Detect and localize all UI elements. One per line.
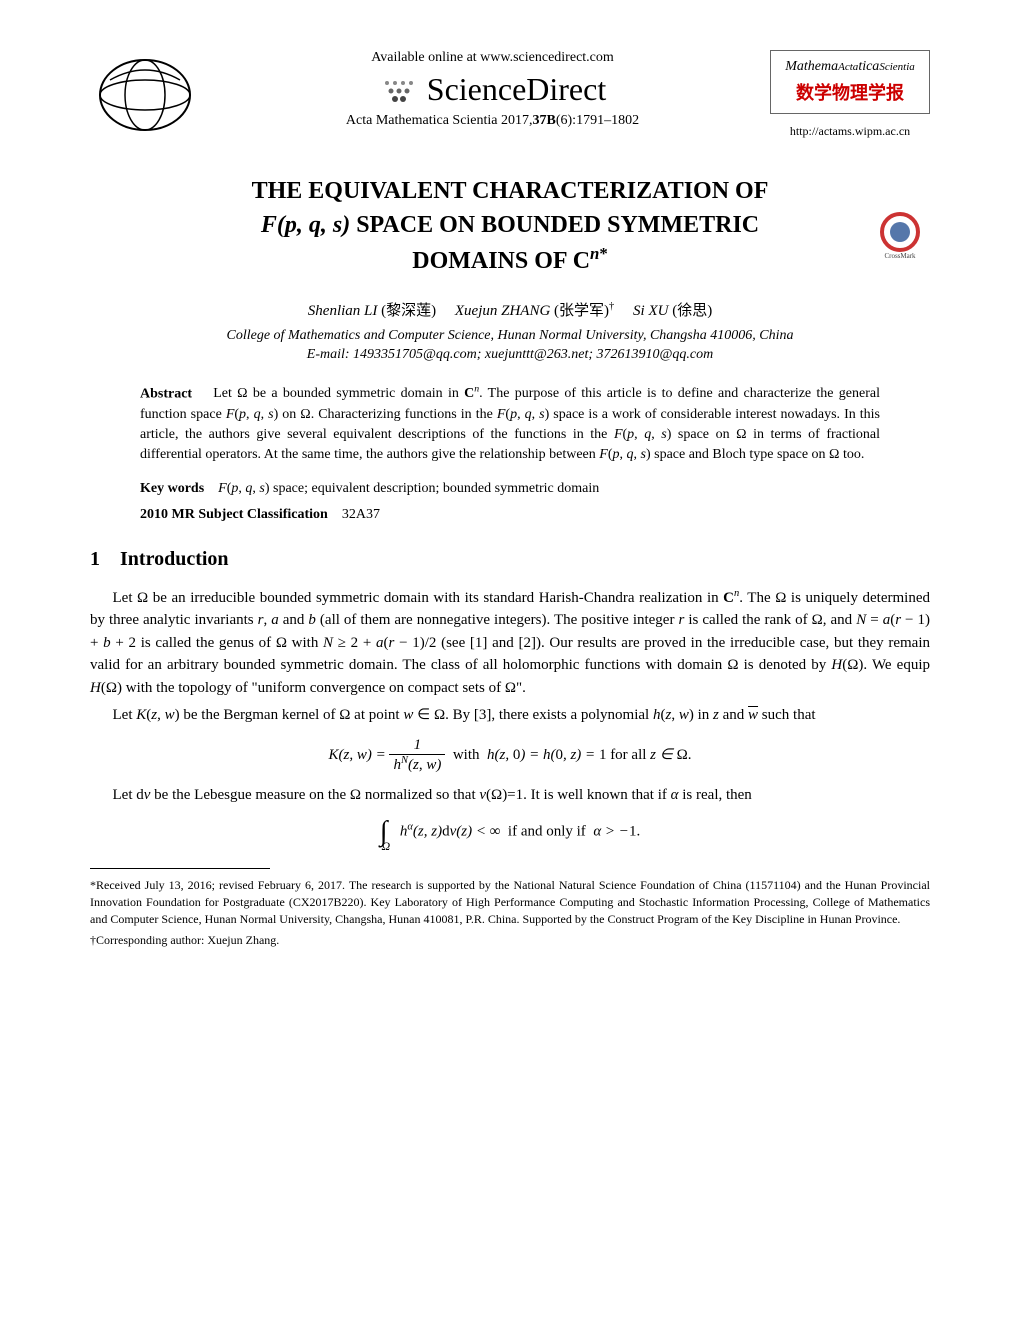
journal-latin-title: MathemaActaticaScientia bbox=[776, 59, 924, 76]
keywords-text: F(p, q, s) space; equivalent description… bbox=[218, 481, 599, 496]
sciencedirect-text: ScienceDirect bbox=[427, 71, 606, 108]
author-2: Xuejun ZHANG bbox=[455, 303, 550, 319]
publisher-logo bbox=[90, 50, 215, 145]
abstract-block: Abstract Let Ω be a bounded symmetric do… bbox=[140, 383, 880, 466]
emails: E-mail: 1493351705@qq.com; xuejunttt@263… bbox=[90, 347, 930, 363]
author-3: Si XU bbox=[633, 303, 668, 319]
equation-2: ∫Ω hα(z, z)dv(z) < ∞ if and only if α > … bbox=[90, 816, 930, 848]
abstract-label: Abstract bbox=[140, 386, 192, 401]
author-2-cn: (张学军) bbox=[554, 303, 609, 319]
equation-1: K(z, w) = 1 hN(z, w) with h(z, 0) = h(0,… bbox=[90, 737, 930, 774]
authors-block: Shenlian LI (黎深莲) Xuejun ZHANG (张学军)† Si… bbox=[90, 299, 930, 320]
keywords-label: Key words bbox=[140, 481, 204, 496]
author-1: Shenlian LI bbox=[308, 303, 378, 319]
svg-text:CrossMark: CrossMark bbox=[884, 252, 916, 260]
title-line2: SPACE ON BOUNDED SYMMETRIC bbox=[350, 212, 759, 238]
title-line3-math: Cn* bbox=[573, 248, 608, 274]
title-math: F(p, q, s) bbox=[261, 212, 350, 238]
available-online-text: Available online at www.sciencedirect.co… bbox=[215, 50, 770, 66]
eq1-numerator: 1 bbox=[389, 737, 445, 755]
eq1-denominator: hN(z, w) bbox=[389, 755, 445, 774]
footnote-separator bbox=[90, 868, 270, 869]
journal-box: MathemaActaticaScientia 数学物理学报 bbox=[770, 50, 930, 114]
footnote-2: †Corresponding author: Xuejun Zhang. bbox=[90, 932, 930, 949]
center-header: Available online at www.sciencedirect.co… bbox=[215, 50, 770, 129]
footnote-1: *Received July 13, 2016; revised Februar… bbox=[90, 877, 930, 927]
section-1-title: Introduction bbox=[120, 548, 229, 570]
msc-code: 32A37 bbox=[342, 507, 380, 522]
sciencedirect-logo: ScienceDirect bbox=[215, 71, 770, 108]
sd-dots-icon bbox=[379, 75, 419, 105]
author-2-mark: † bbox=[609, 301, 614, 312]
title-line1: THE EQUIVALENT CHARACTERIZATION OF bbox=[252, 178, 769, 204]
section-1-number: 1 bbox=[90, 548, 100, 570]
journal-box-container: MathemaActaticaScientia 数学物理学报 http://ac… bbox=[770, 50, 930, 139]
msc-label: 2010 MR Subject Classification bbox=[140, 507, 328, 522]
section-1-heading: 1 Introduction bbox=[90, 548, 930, 571]
title-line3a: DOMAINS OF bbox=[412, 248, 572, 274]
page-header: Available online at www.sciencedirect.co… bbox=[90, 50, 930, 145]
crossmark-icon[interactable]: CrossMark bbox=[875, 210, 925, 260]
affiliation: College of Mathematics and Computer Scie… bbox=[90, 328, 930, 344]
msc-block: 2010 MR Subject Classification 32A37 bbox=[140, 507, 880, 523]
abstract-text: Let Ω be a bounded symmetric domain in C… bbox=[140, 386, 880, 462]
article-title: THE EQUIVALENT CHARACTERIZATION OF F(p, … bbox=[130, 175, 890, 279]
journal-url: http://actams.wipm.ac.cn bbox=[770, 124, 930, 139]
para-2: Let K(z, w) be the Bergman kernel of Ω a… bbox=[90, 704, 930, 727]
para-3: Let dv be the Lebesgue measure on the Ω … bbox=[90, 784, 930, 807]
author-3-cn: (徐思) bbox=[672, 303, 712, 319]
keywords-block: Key words F(p, q, s) space; equivalent d… bbox=[140, 481, 880, 497]
journal-chinese-title: 数学物理学报 bbox=[776, 79, 924, 105]
author-1-cn: (黎深莲) bbox=[381, 303, 436, 319]
para-1: Let Ω be an irreducible bounded symmetri… bbox=[90, 586, 930, 700]
citation-text: Acta Mathematica Scientia 2017,37B(6):17… bbox=[215, 113, 770, 129]
